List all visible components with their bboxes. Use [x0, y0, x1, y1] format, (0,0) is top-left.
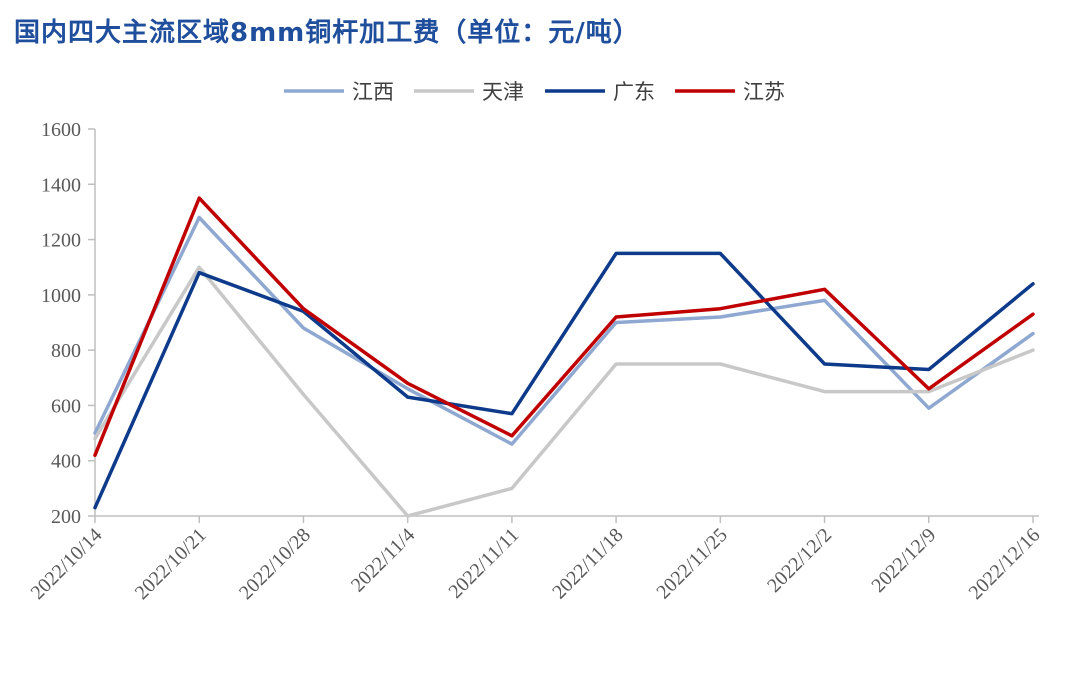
x-tick-label: 2022/11/4: [347, 524, 419, 596]
x-tick-label: 2022/10/28: [235, 524, 315, 604]
y-tick-label: 1400: [41, 174, 81, 196]
x-tick-label: 2022/10/14: [27, 524, 107, 604]
legend-label: 江西: [352, 80, 394, 104]
y-axis: 200 400 600 800 1000 1200 1400 1600: [41, 119, 96, 528]
series-line-0: [93, 215, 1035, 446]
x-axis: 2022/10/14 2022/10/21 2022/10/28 2022/11/4 2…: [27, 515, 1045, 604]
legend: 江西 天津 广东 江苏: [284, 80, 785, 104]
x-tick-label: 2022/10/21: [131, 524, 211, 604]
x-tick-label: 2022/11/18: [548, 524, 627, 603]
series-line-1: [93, 265, 1035, 518]
y-tick-label: 400: [51, 451, 81, 473]
y-tick-label: 800: [51, 340, 81, 362]
x-tick-label: 2022/11/25: [652, 524, 731, 603]
x-tick-label: 2022/12/9: [867, 524, 940, 597]
x-tick-label: 2022/11/11: [444, 524, 523, 603]
series-line-3: [93, 196, 1035, 457]
legend-label: 广东: [613, 80, 655, 104]
chart-title: 国内四大主流区域8mm铜杆加工费（单位：元/吨）: [14, 18, 640, 48]
y-tick-label: 600: [51, 395, 81, 417]
x-tick-label: 2022/12/2: [763, 524, 836, 597]
x-tick-label: 2022/12/16: [965, 524, 1045, 604]
series-lines: [93, 196, 1035, 518]
legend-label: 天津: [482, 80, 524, 104]
series-line-2: [93, 251, 1035, 510]
y-tick-label: 1200: [41, 230, 81, 252]
legend-label: 江苏: [743, 80, 785, 104]
y-tick-label: 1600: [41, 119, 81, 141]
y-tick-label: 200: [51, 506, 81, 528]
y-tick-label: 1000: [41, 285, 81, 307]
